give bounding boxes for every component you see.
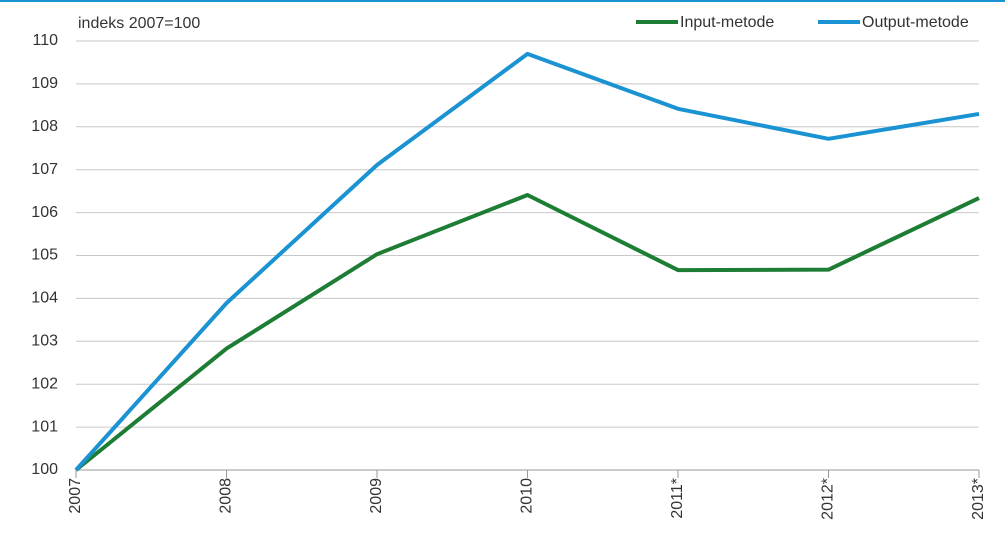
x-tick-label: 2013* xyxy=(970,478,987,520)
y-tick-label: 101 xyxy=(31,418,58,435)
y-tick-label: 104 xyxy=(31,290,58,307)
series-line xyxy=(74,193,980,472)
y-tick-label: 109 xyxy=(31,75,58,92)
x-tick-label: 2012* xyxy=(820,478,837,520)
y-tick-label: 102 xyxy=(31,375,58,392)
y-tick-label: 110 xyxy=(32,32,58,49)
x-tick-label: 2011* xyxy=(669,478,686,519)
y-tick-label: 103 xyxy=(31,333,58,350)
series-line xyxy=(74,51,980,472)
y-tick-label: 108 xyxy=(31,118,58,135)
x-tick-label: 2008 xyxy=(218,478,235,514)
x-tick-label: 2010 xyxy=(519,478,536,514)
legend-label: Output-metode xyxy=(862,14,969,31)
legend-label: Input-metode xyxy=(680,14,774,31)
y-tick-label: 100 xyxy=(31,461,58,478)
y-tick-label: 105 xyxy=(31,247,58,264)
x-tick-label: 2007 xyxy=(67,478,84,514)
y-axis-label: indeks 2007=100 xyxy=(78,15,200,32)
x-tick-label: 2009 xyxy=(368,478,385,514)
y-tick-label: 106 xyxy=(31,204,58,221)
y-tick-label: 107 xyxy=(31,161,58,178)
